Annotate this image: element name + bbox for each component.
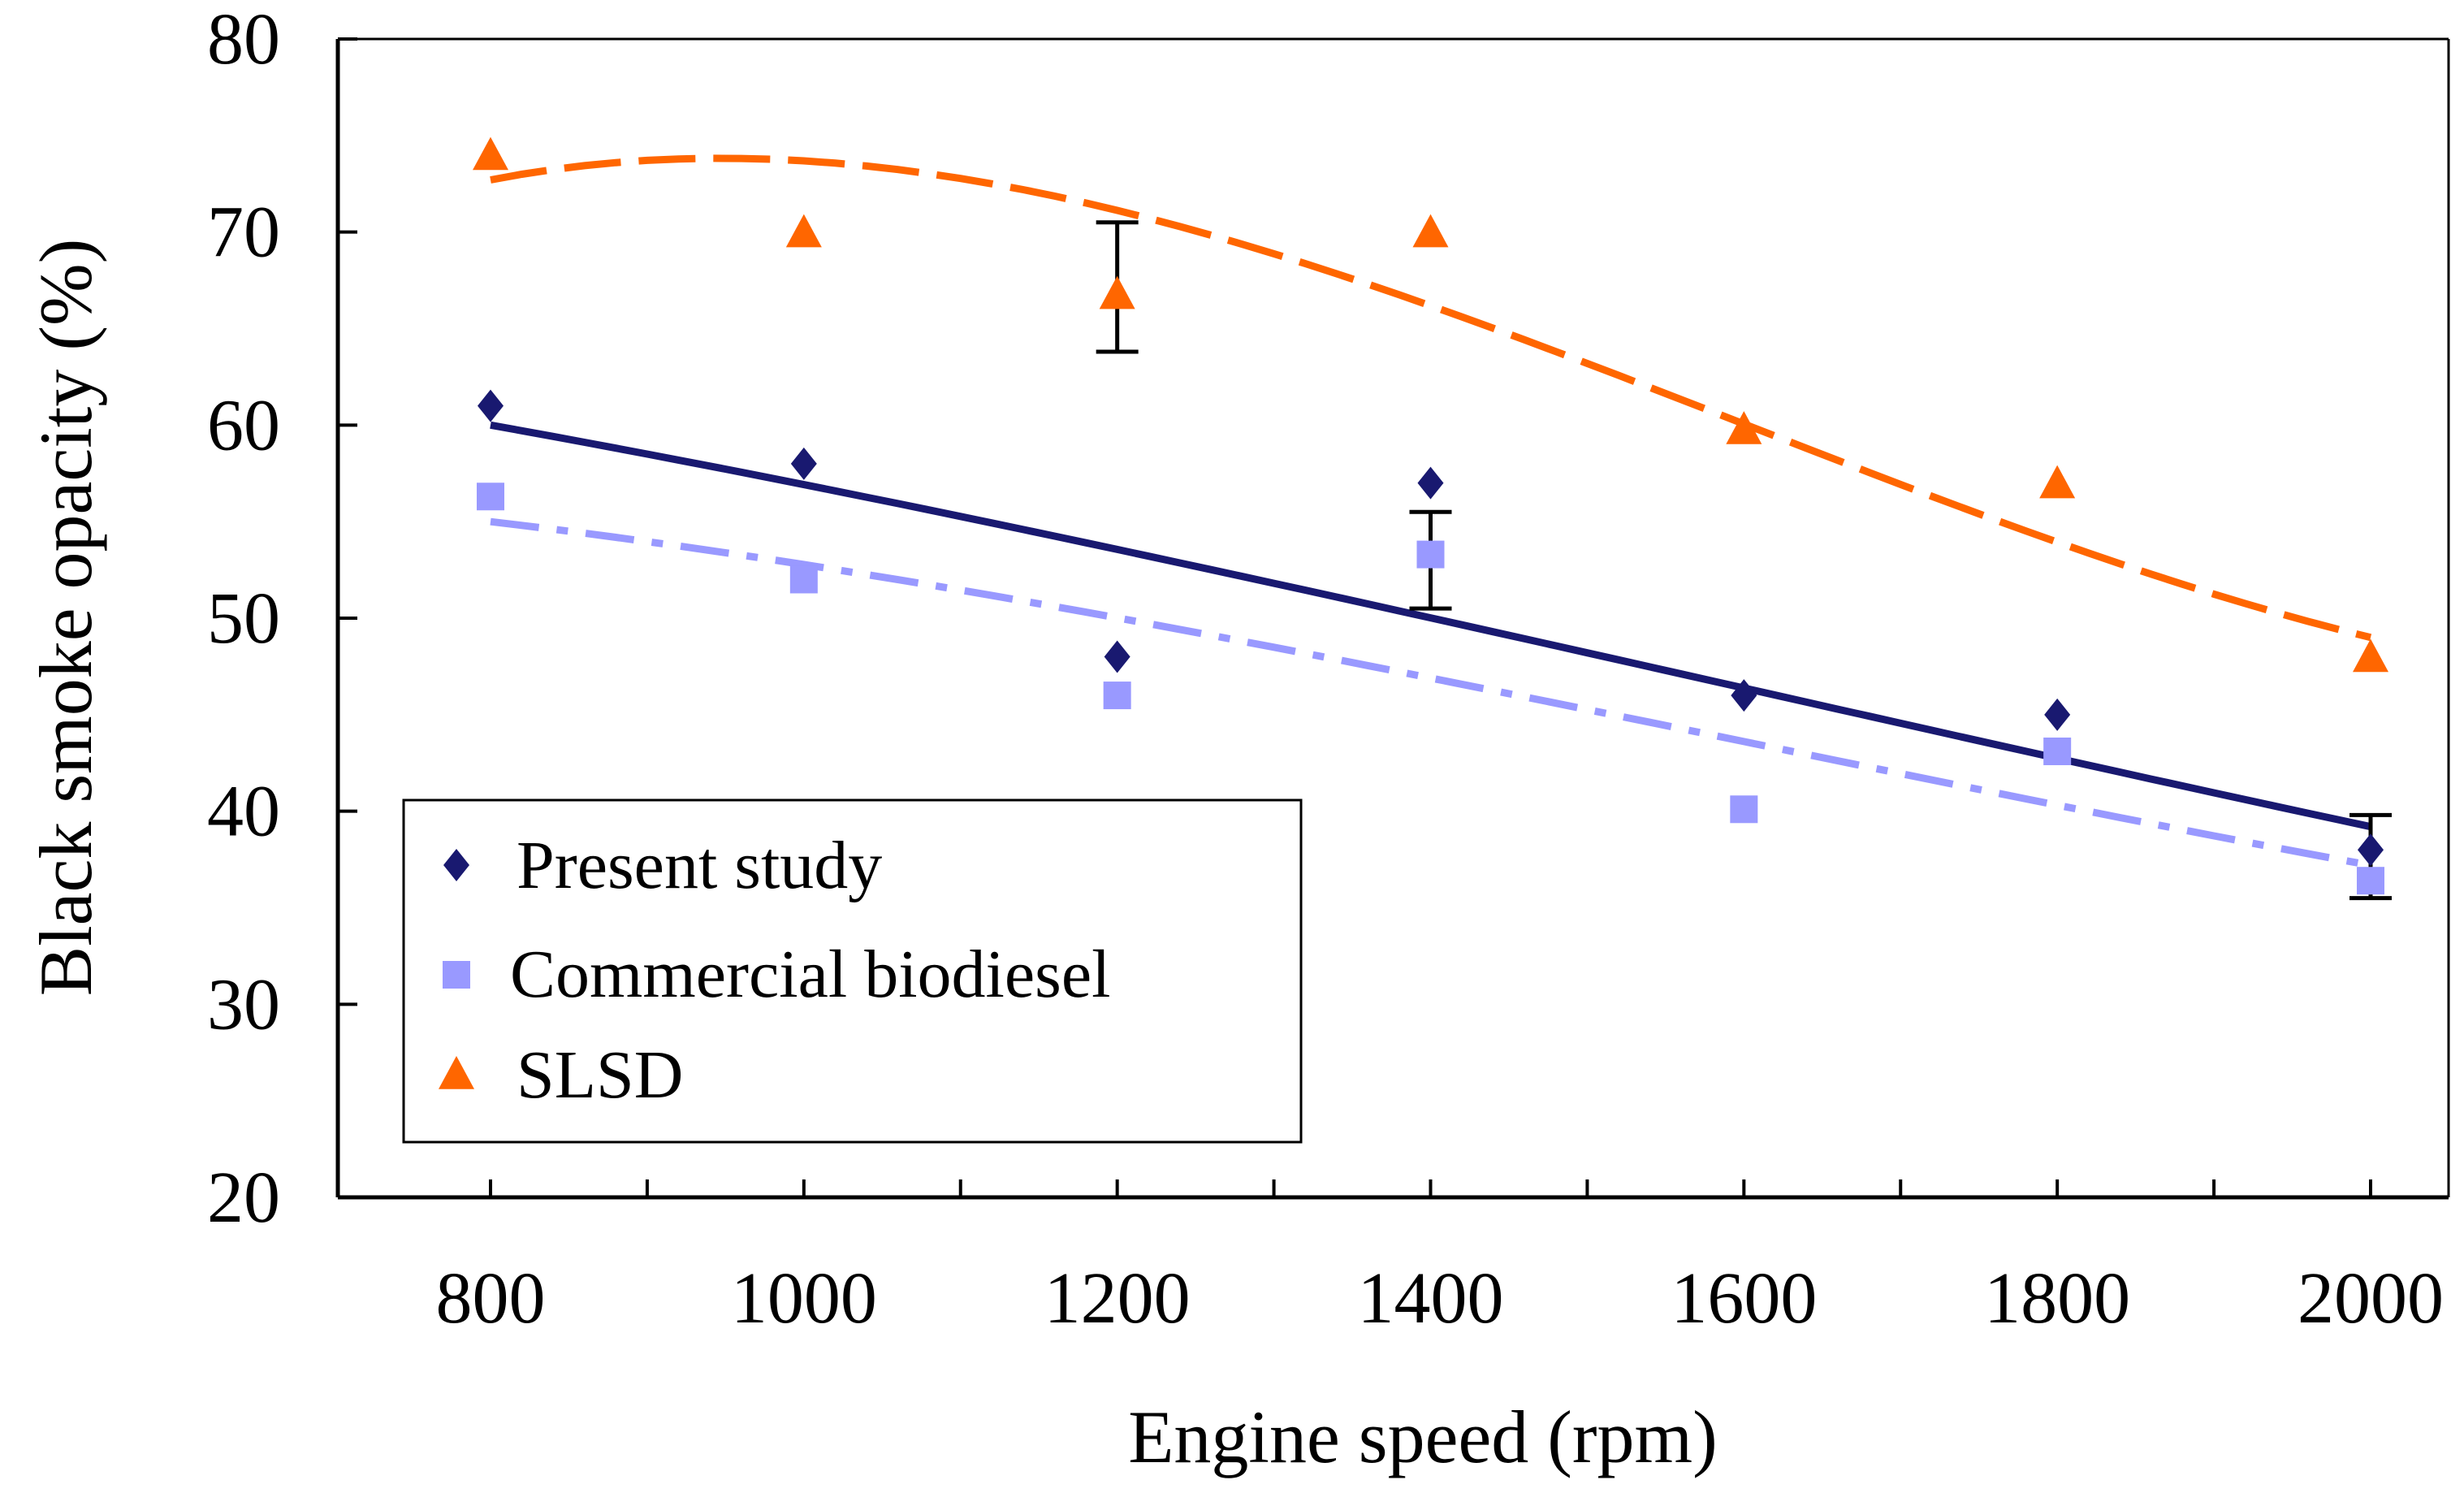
legend-label-present-study: Present study [517, 828, 882, 903]
y-tick-label-40: 40 [207, 772, 280, 852]
legend-diamond-icon [443, 849, 469, 881]
legend-marker-slsd [439, 1056, 474, 1089]
x-tick-label-2000: 2000 [2298, 1258, 2444, 1339]
point-commercial-biodiesel-1000 [789, 565, 818, 594]
point-slsd-1600 [1726, 411, 1762, 444]
y-tick-label-20: 20 [207, 1158, 280, 1238]
legend-label-commercial-biodiesel: Commercial biodiesel [510, 937, 1110, 1012]
x-tick-label-800: 800 [436, 1258, 546, 1339]
legend-item-present-study: Present study [443, 828, 882, 903]
point-commercial-biodiesel-1800 [2043, 737, 2072, 765]
legend-item-slsd: SLSD [439, 1037, 683, 1113]
legend-marker-present-study [443, 849, 469, 881]
x-tick-label-1200: 1200 [1044, 1258, 1191, 1339]
x-tick-label-1800: 1800 [1984, 1258, 2130, 1339]
legend-triangle-icon [439, 1056, 474, 1089]
point-commercial-biodiesel-2000 [2357, 867, 2384, 895]
data-points [473, 136, 2388, 895]
point-slsd-1000 [785, 214, 822, 248]
y-axis-tick-labels: 20 30 40 50 60 70 80 [207, 0, 280, 1238]
point-slsd-800 [473, 136, 508, 171]
point-slsd-1400 [1412, 214, 1449, 248]
x-tick-label-1600: 1600 [1671, 1258, 1817, 1339]
legend-box [402, 798, 1303, 1144]
point-commercial-biodiesel-1200 [1103, 682, 1131, 710]
y-tick-label-70: 70 [207, 193, 280, 273]
legend-marker-commercial-biodiesel [443, 961, 470, 989]
legend: Present study Commercial biodiesel SLSD [402, 798, 1303, 1144]
point-commercial-biodiesel-1600 [1730, 795, 1758, 824]
x-tick-label-1000: 1000 [731, 1258, 877, 1339]
point-present-study-1800 [2044, 698, 2071, 731]
trend-line-commercial-biodiesel [490, 517, 2371, 869]
y-tick-label-30: 30 [207, 964, 280, 1045]
legend-square-icon [443, 961, 470, 989]
point-present-study-1600 [1731, 679, 1757, 712]
point-present-study-1400 [1417, 466, 1444, 500]
point-present-study-1200 [1104, 640, 1130, 673]
point-slsd-2000 [2353, 638, 2388, 673]
y-tick-label-60: 60 [207, 385, 280, 465]
legend-item-commercial-biodiesel: Commercial biodiesel [443, 937, 1110, 1012]
point-slsd-1200 [1099, 275, 1135, 309]
x-axis-tick-labels: 800 1000 1200 1400 1600 1800 2000 [436, 1258, 2445, 1339]
point-commercial-biodiesel-800 [477, 483, 504, 511]
y-tick-label-80: 80 [207, 0, 280, 80]
x-axis-ticks [489, 1179, 2372, 1197]
y-axis-title: Black smoke opacity (%) [24, 239, 107, 997]
x-tick-label-1400: 1400 [1358, 1258, 1504, 1339]
point-present-study-800 [478, 389, 504, 422]
y-tick-label-50: 50 [207, 578, 280, 659]
point-commercial-biodiesel-1400 [1416, 540, 1445, 569]
point-present-study-1000 [790, 447, 817, 480]
x-axis-title: Engine speed (rpm) [1128, 1396, 1718, 1478]
y-axis-ticks [338, 37, 357, 1199]
point-slsd-1800 [2039, 465, 2076, 499]
trend-line-slsd [490, 154, 2372, 642]
legend-label-slsd: SLSD [517, 1037, 683, 1113]
point-present-study-2000 [2358, 833, 2384, 867]
